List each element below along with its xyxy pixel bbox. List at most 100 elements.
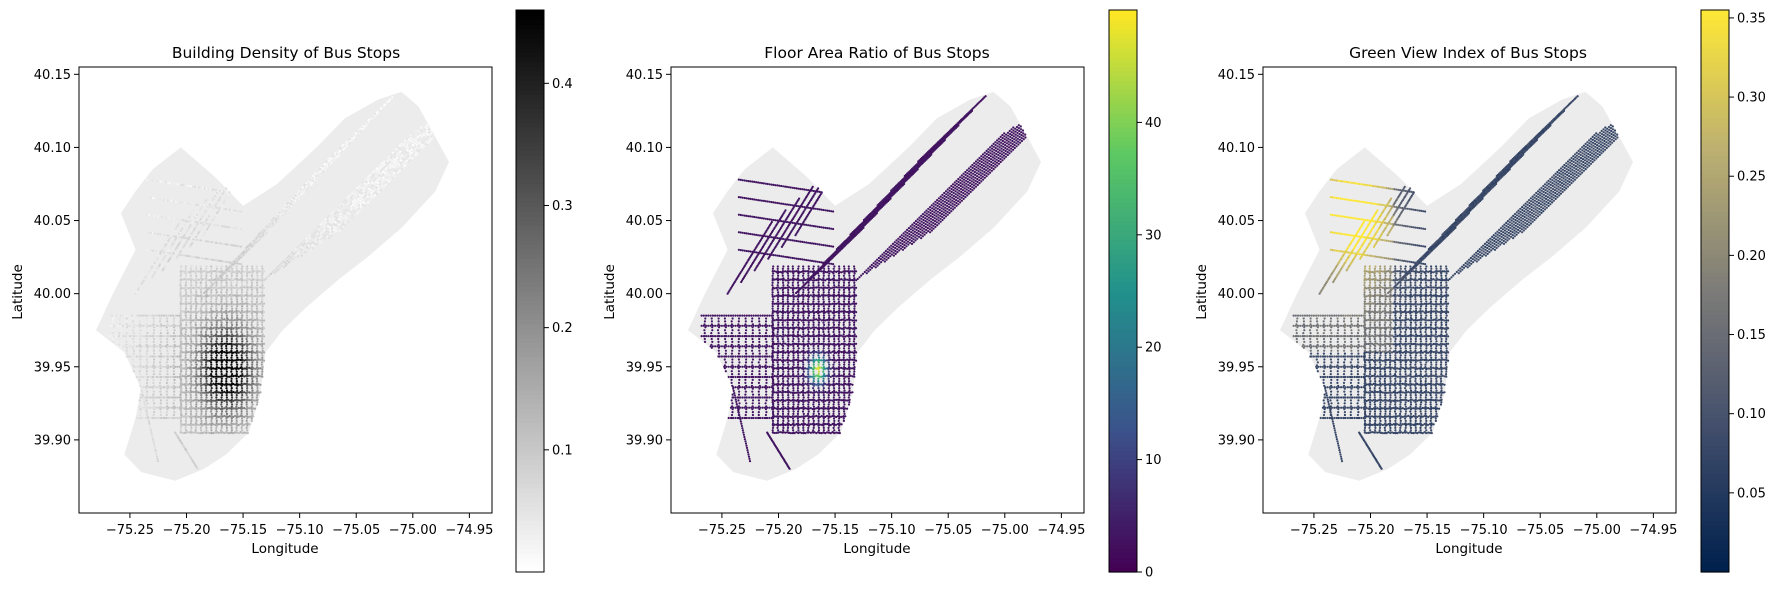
bus-stop-point	[309, 239, 312, 243]
bus-stop-point	[335, 207, 338, 210]
bus-stop-point	[782, 281, 785, 284]
bus-stop-point	[366, 189, 369, 192]
bus-stop-point	[380, 175, 383, 178]
bus-stop-point	[147, 420, 150, 423]
bus-stop-point	[195, 363, 198, 366]
bus-stop-point	[146, 361, 149, 364]
bus-stop-point	[263, 311, 266, 314]
bus-stop-point	[331, 227, 334, 230]
bus-stop-point	[215, 291, 218, 294]
bus-stop-point	[379, 163, 382, 167]
bus-stop-point	[399, 156, 402, 159]
bus-stop-point	[195, 314, 198, 317]
bus-stop-point	[126, 355, 129, 358]
bus-stop-point	[215, 419, 218, 422]
bus-stop-point	[420, 148, 423, 151]
bus-stop-point	[192, 185, 195, 188]
bus-stop-point	[215, 300, 218, 303]
bus-stop-point	[194, 387, 197, 390]
bus-stop-point	[176, 253, 179, 256]
bus-stop-point	[210, 377, 213, 380]
bus-stop-point	[427, 128, 431, 131]
bus-stop-point	[128, 324, 131, 327]
colorbar-segment	[516, 478, 544, 484]
bus-stop-point	[205, 284, 208, 287]
bus-stop-point	[236, 227, 239, 230]
bus-stop-point	[124, 324, 127, 327]
bus-stop-point	[260, 274, 263, 277]
bus-stop-point	[189, 394, 192, 397]
bus-stop-point	[153, 335, 156, 338]
bus-stop-point	[215, 295, 219, 298]
bus-stop-point	[776, 265, 779, 268]
bus-stop-point	[286, 262, 289, 265]
bus-stop-point	[210, 281, 213, 284]
bus-stop-point	[250, 327, 253, 330]
bus-stop-point	[173, 329, 176, 332]
bus-stop-point	[373, 179, 376, 182]
bus-stop-point	[157, 250, 160, 253]
bus-stop-point	[336, 222, 339, 225]
bus-stop-point	[210, 394, 213, 397]
bus-stop-point	[261, 267, 264, 270]
colorbar-segment	[516, 394, 544, 400]
bus-stop-point	[215, 284, 218, 287]
bus-stop-point	[210, 316, 213, 319]
bus-stop-point	[245, 354, 248, 357]
bus-stop-point	[338, 223, 341, 226]
bus-stop-point	[316, 235, 319, 238]
bus-stop-point	[118, 332, 121, 335]
bus-stop-point	[250, 321, 253, 324]
bus-stop-point	[225, 429, 228, 432]
bus-stop-point	[295, 254, 298, 257]
bus-stop-point	[139, 411, 142, 414]
bus-stop-point	[199, 380, 202, 383]
bus-stop-point	[419, 142, 422, 145]
bus-stop-point	[176, 235, 179, 238]
bus-stop-point	[156, 457, 159, 460]
bus-stop-point	[261, 321, 264, 324]
colorbar-tick-label: 0.1	[552, 443, 573, 458]
bus-stop-point	[174, 235, 177, 238]
bus-stop-point	[349, 199, 352, 202]
bus-stop-point	[424, 134, 427, 137]
bus-stop-point	[310, 232, 313, 235]
bus-stop-point	[179, 419, 183, 422]
bus-stop-point	[195, 373, 198, 376]
bus-stop-point	[357, 198, 360, 201]
bus-stop-point	[342, 203, 345, 206]
colorbar-segment	[516, 159, 544, 166]
bus-stop-point	[200, 412, 203, 415]
bus-stop-point	[142, 355, 145, 358]
colorbar-segment	[516, 230, 544, 236]
bus-stop-point	[176, 416, 179, 420]
bus-stop-point	[327, 234, 330, 237]
bus-stop-point	[111, 320, 114, 323]
bus-stop-point	[235, 265, 238, 268]
colorbar-segment	[516, 155, 544, 161]
bus-stop-point	[190, 340, 193, 343]
bus-stop-point	[149, 427, 152, 430]
bus-stop-point	[220, 288, 223, 291]
bus-stop-point	[145, 358, 148, 361]
bus-stop-point	[397, 152, 400, 155]
bus-stop-point	[174, 314, 177, 317]
bus-stop-point	[230, 356, 233, 359]
bus-stop-point	[382, 173, 385, 176]
bus-stop-point	[246, 316, 249, 319]
bus-stop-point	[115, 314, 118, 317]
bus-stop-point	[189, 403, 192, 406]
bus-stop-point	[142, 406, 145, 409]
bus-stop-point	[250, 284, 253, 287]
bus-stop-point	[142, 416, 145, 420]
bus-stop-point	[158, 324, 161, 327]
bus-stop-point	[173, 349, 176, 352]
bus-stop-point	[235, 354, 238, 357]
bus-stop-point	[201, 239, 204, 242]
bus-stop-point	[209, 300, 212, 303]
bus-stop-point	[195, 288, 198, 291]
bus-stop-point	[151, 435, 154, 439]
bus-stop-point	[409, 134, 412, 137]
bus-stop-point	[184, 201, 187, 205]
bus-stop-point	[199, 366, 202, 369]
